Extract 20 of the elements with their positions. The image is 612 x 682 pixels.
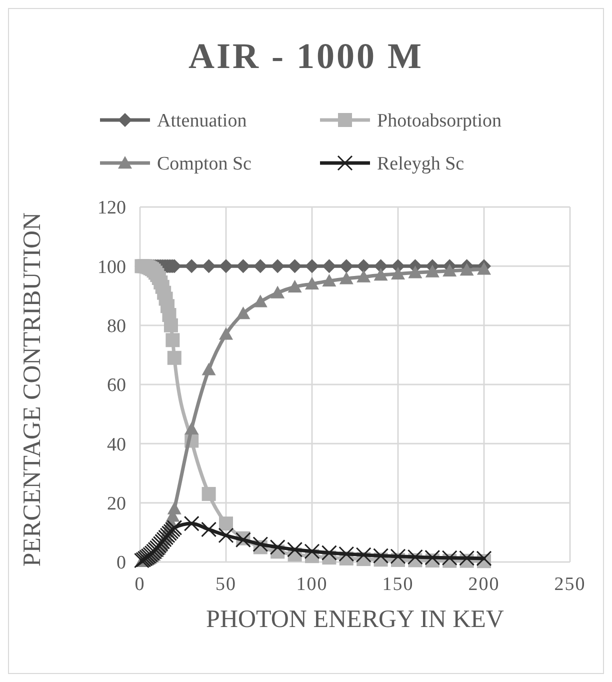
y-tick-label: 60 (107, 375, 126, 396)
legend-label: Attenuation (157, 110, 248, 132)
x-tick-label: 0 (134, 574, 146, 595)
legend-label: Releygh Sc (377, 154, 464, 175)
y-tick-label: 120 (98, 198, 126, 219)
y-tick-label: 40 (107, 434, 126, 456)
x-tick-label: 100 (296, 574, 328, 595)
x-tick-label: 50 (216, 574, 236, 595)
y-tick-label: 80 (107, 316, 126, 337)
chart-title: AIR - 1000 M (188, 36, 424, 76)
x-tick-label: 250 (554, 574, 586, 595)
x-tick-label: 200 (468, 574, 500, 595)
legend-label: Compton Sc (157, 154, 252, 175)
x-tick-label: 150 (382, 574, 414, 595)
x-axis-title: PHOTON ENERGY IN KEV (206, 606, 504, 633)
y-tick-label: 100 (98, 256, 126, 278)
y-axis-title: PERCENTAGE CONTRIBUTION (19, 212, 46, 567)
legend-label: Photoabsorption (377, 110, 502, 132)
y-tick-label: 20 (107, 493, 126, 514)
y-tick-label: 0 (116, 552, 126, 574)
